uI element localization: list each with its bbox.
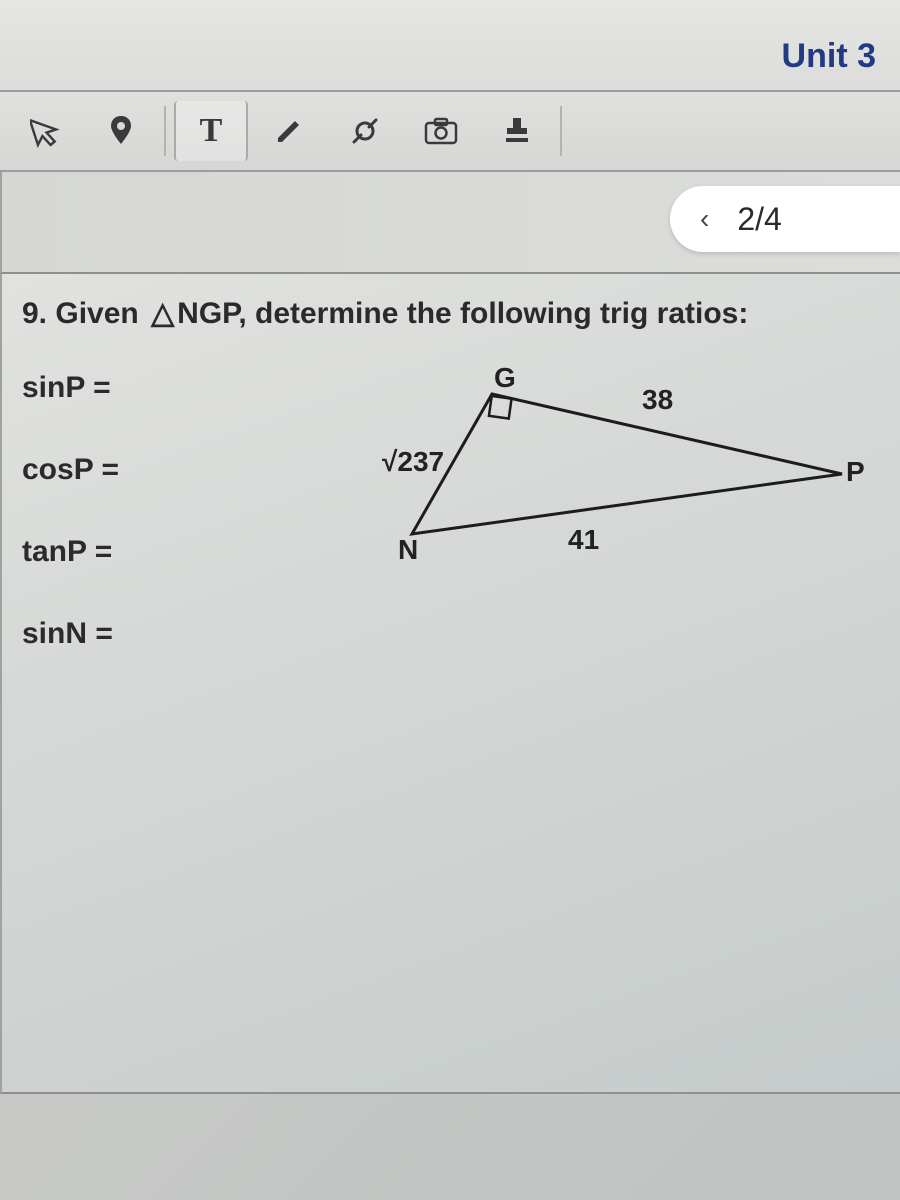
pointer-tool[interactable]	[10, 101, 80, 161]
side-GN-label: √237	[382, 446, 444, 478]
triangle-name: NGP	[177, 297, 238, 330]
question-number: 9.	[22, 297, 47, 330]
triangle-symbol: △	[151, 296, 174, 331]
toolbar-separator-end	[560, 106, 562, 156]
worksheet-cell: 9. Given △NGP, determine the following t…	[0, 274, 900, 1094]
ratio-sinN: sinN =	[22, 617, 880, 651]
unit-title: Unit 3	[782, 37, 876, 76]
link-icon	[348, 114, 382, 148]
vertex-N-label: N	[398, 534, 418, 566]
text-icon: T	[200, 112, 223, 150]
question-text: 9. Given △NGP, determine the following t…	[22, 296, 880, 331]
page-counter: 2/4	[737, 201, 781, 238]
right-angle-marker	[489, 396, 512, 419]
side-NP-label: 41	[568, 524, 599, 556]
toolbar-separator	[164, 106, 166, 156]
pointer-icon	[30, 114, 60, 148]
stamp-tool[interactable]	[482, 101, 552, 161]
question-suffix: , determine the following trig ratios:	[238, 297, 748, 330]
toolbar: T	[0, 92, 900, 172]
app-screen: Unit 3 T	[0, 0, 900, 1200]
header-bar: Unit 3	[0, 0, 900, 92]
pin-tool[interactable]	[86, 101, 156, 161]
pen-tool[interactable]	[254, 101, 324, 161]
triangle-svg	[402, 384, 862, 574]
triangle-diagram: G N P √237 38 41	[402, 384, 862, 574]
vertex-G-label: G	[494, 362, 516, 394]
prev-page-button[interactable]: ‹	[700, 203, 709, 235]
pin-icon	[107, 114, 135, 148]
question-prefix: Given	[55, 297, 138, 330]
page-strip: ‹ 2/4	[0, 172, 900, 274]
side-GP-label: 38	[642, 384, 673, 416]
stamp-icon	[502, 114, 532, 148]
canvas-area: ‹ 2/4 9. Given △NGP, determine the follo…	[0, 172, 900, 1200]
triangle-shape	[412, 394, 842, 534]
camera-icon	[423, 116, 459, 146]
text-tool[interactable]: T	[174, 101, 248, 161]
page-navigator: ‹ 2/4	[670, 186, 900, 252]
vertex-P-label: P	[846, 456, 865, 488]
pen-icon	[273, 115, 305, 147]
camera-tool[interactable]	[406, 101, 476, 161]
link-tool[interactable]	[330, 101, 400, 161]
